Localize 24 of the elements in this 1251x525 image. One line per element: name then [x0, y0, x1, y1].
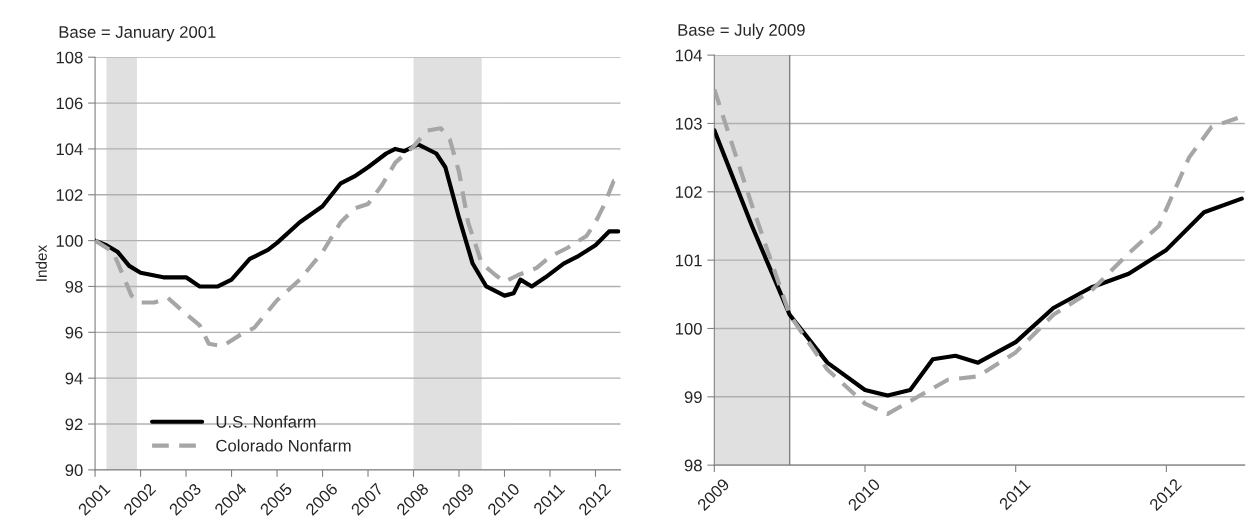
- legend-label: U.S. Nonfarm: [216, 415, 316, 428]
- y-tick-label: 99: [684, 391, 702, 404]
- y-tick-label: 102: [56, 189, 83, 201]
- y-tick-label: 100: [56, 235, 83, 247]
- line-series: [95, 142, 621, 298]
- y-tick-label: 108: [56, 51, 83, 64]
- y-tick-label: 98: [684, 459, 702, 472]
- y-tick-label: 96: [65, 326, 83, 339]
- y-tick-label: 100: [675, 322, 702, 335]
- y-tick-label: 104: [675, 49, 703, 62]
- y-tick-label: 102: [675, 186, 702, 198]
- chart-title: Base = July 2009: [678, 23, 805, 40]
- y-tick-label: 104: [56, 143, 83, 156]
- chart-title: Base = January 2001: [59, 26, 216, 42]
- line-series: [714, 128, 1244, 398]
- y-tick-label: 106: [56, 97, 83, 110]
- legend-label: Colorado Nonfarm: [216, 439, 351, 452]
- y-tick-label: 92: [65, 418, 83, 431]
- y-tick-label: 103: [675, 117, 702, 130]
- y-axis-title: Index: [35, 245, 47, 281]
- y-tick-label: 101: [675, 254, 702, 267]
- y-tick-label: 98: [65, 280, 83, 293]
- y-tick-label: 94: [65, 372, 83, 385]
- y-tick-label: 90: [65, 464, 83, 477]
